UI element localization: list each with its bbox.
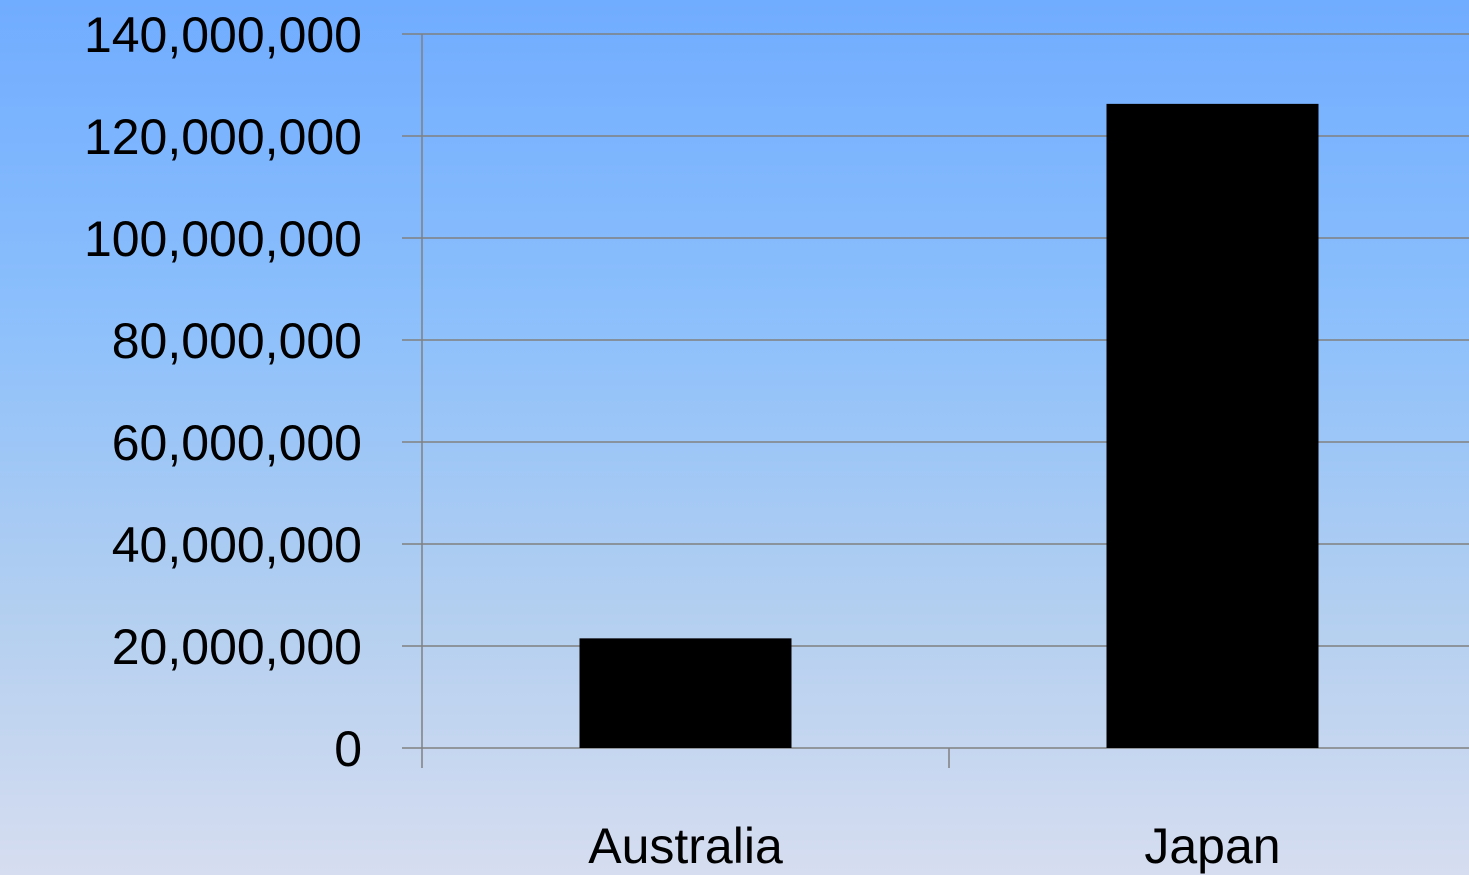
x-tick-label: Japan (1144, 818, 1280, 874)
y-axis-tick-labels: 0 20,000,000 40,000,000 60,000,000 80,000,00… (84, 7, 362, 777)
y-tick-label: 80,000,000 (112, 313, 362, 369)
y-tick-label: 40,000,000 (112, 517, 362, 573)
y-tick-label: 60,000,000 (112, 415, 362, 471)
y-tick-label: 140,000,000 (84, 7, 362, 63)
y-tick-label: 20,000,000 (112, 619, 362, 675)
bars (579, 103, 1319, 749)
y-tick-label: 100,000,000 (84, 211, 362, 267)
x-axis-tick-labels: Australia Japan (588, 818, 1280, 874)
y-tick-label: 120,000,000 (84, 109, 362, 165)
y-tick-label: 0 (334, 721, 362, 777)
bar-japan (1106, 103, 1319, 749)
x-tick-label: Australia (588, 818, 783, 874)
x-axis (421, 34, 950, 768)
bar-australia (579, 638, 792, 748)
